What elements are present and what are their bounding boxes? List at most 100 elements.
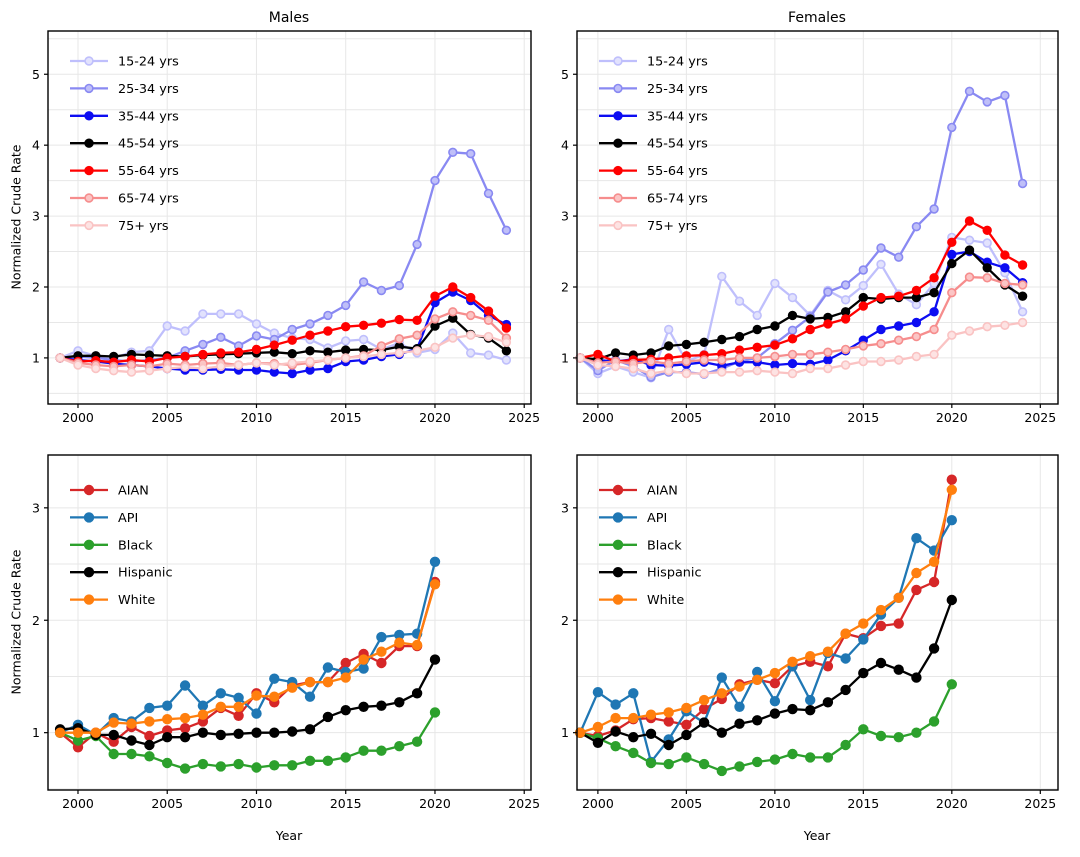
series-45-54-yrs xyxy=(575,245,1028,364)
svg-text:4: 4 xyxy=(32,138,40,153)
legend-label: Black xyxy=(647,538,682,553)
legend-label: 75+ yrs xyxy=(118,219,169,234)
legend: AIAN API Black Hispanic White xyxy=(70,484,173,608)
svg-text:2005: 2005 xyxy=(670,410,702,425)
series-75+-yrs xyxy=(575,317,1028,379)
svg-text:2005: 2005 xyxy=(151,410,183,425)
legend-label: 65-74 yrs xyxy=(647,192,708,207)
legend-label: White xyxy=(118,593,155,608)
axis-ticks: 2000 2005 2010 2015 2020 2025 1 2 3 4 5 xyxy=(32,67,540,425)
males-by-age-chart: 2000 2005 2010 2015 2020 2025 1 2 3 4 5 15-24 yrs 25… xyxy=(32,30,540,425)
svg-text:2: 2 xyxy=(561,279,569,294)
legend-label: 25-34 yrs xyxy=(647,82,708,97)
plot-frame xyxy=(576,454,1059,791)
svg-text:2010: 2010 xyxy=(759,410,791,425)
series-75+-yrs xyxy=(55,330,512,377)
svg-text:3: 3 xyxy=(561,500,569,515)
svg-text:2005: 2005 xyxy=(151,796,183,811)
series-black xyxy=(54,707,441,774)
svg-text:2025: 2025 xyxy=(508,410,540,425)
legend-label: Black xyxy=(118,538,153,553)
series-white xyxy=(54,579,441,738)
svg-text:2: 2 xyxy=(32,613,40,628)
legend-label: 35-44 yrs xyxy=(647,109,708,124)
svg-text:2015: 2015 xyxy=(847,796,879,811)
svg-text:2: 2 xyxy=(32,279,40,294)
svg-text:3: 3 xyxy=(32,500,40,515)
svg-text:5: 5 xyxy=(32,67,40,82)
plot-frame xyxy=(47,454,532,791)
svg-text:3: 3 xyxy=(32,209,40,224)
svg-text:4: 4 xyxy=(561,138,569,153)
svg-text:2015: 2015 xyxy=(847,410,879,425)
grid xyxy=(48,455,531,790)
svg-text:2010: 2010 xyxy=(759,796,791,811)
legend-label: White xyxy=(647,593,684,608)
svg-text:2020: 2020 xyxy=(936,410,968,425)
legend-label: 55-64 yrs xyxy=(647,164,708,179)
svg-text:2010: 2010 xyxy=(241,796,273,811)
series-api xyxy=(575,514,957,768)
legend-label: 65-74 yrs xyxy=(118,192,179,207)
axis-ticks: 2000 2005 2010 2015 2020 2025 1 2 3 xyxy=(32,500,540,811)
svg-text:2000: 2000 xyxy=(582,796,614,811)
legend-label: API xyxy=(118,511,138,526)
grid xyxy=(577,455,1058,790)
svg-text:1: 1 xyxy=(32,350,40,365)
legend-label: 55-64 yrs xyxy=(118,164,179,179)
legend-label: Hispanic xyxy=(118,566,173,581)
legend-label: 15-24 yrs xyxy=(647,55,708,70)
legend-label: Hispanic xyxy=(647,566,702,581)
svg-text:3: 3 xyxy=(561,209,569,224)
svg-text:1: 1 xyxy=(561,725,569,740)
svg-text:2020: 2020 xyxy=(936,796,968,811)
legend-label: 45-54 yrs xyxy=(647,137,708,152)
svg-text:2025: 2025 xyxy=(1024,796,1056,811)
axis-ticks: 2000 2005 2010 2015 2020 2025 1 2 3 xyxy=(561,500,1056,811)
axis-ticks: 2000 2005 2010 2015 2020 2025 1 2 3 4 5 xyxy=(561,67,1056,425)
svg-text:2025: 2025 xyxy=(508,796,540,811)
plot-frame xyxy=(576,30,1059,405)
legend: AIAN API Black Hispanic White xyxy=(599,484,702,608)
legend-label: 35-44 yrs xyxy=(118,109,179,124)
svg-text:2015: 2015 xyxy=(330,796,362,811)
x-axis-label-left: Year xyxy=(275,828,303,843)
series-white xyxy=(575,484,957,738)
svg-text:1: 1 xyxy=(561,350,569,365)
svg-text:2020: 2020 xyxy=(419,410,451,425)
series-35-44-yrs xyxy=(575,246,1028,371)
svg-text:2025: 2025 xyxy=(1024,410,1056,425)
series-45-54-yrs xyxy=(55,313,512,363)
legend-label: API xyxy=(647,511,667,526)
series-55-64-yrs xyxy=(55,282,512,367)
males-by-race-chart: 2000 2005 2010 2015 2020 2025 1 2 3 AIAN API Black H… xyxy=(32,454,540,811)
legend-label: AIAN xyxy=(647,484,678,499)
legend-label: 15-24 yrs xyxy=(118,55,179,70)
series-hispanic xyxy=(54,654,441,751)
title-males: Males xyxy=(268,10,310,26)
females-by-age-chart: 2000 2005 2010 2015 2020 2025 1 2 3 4 5 15-24 yrs 25… xyxy=(561,30,1059,425)
legend-label: 75+ yrs xyxy=(647,219,698,234)
svg-text:5: 5 xyxy=(561,67,569,82)
svg-text:2005: 2005 xyxy=(670,796,702,811)
series-hispanic xyxy=(575,594,957,751)
title-females: Females xyxy=(788,10,846,26)
svg-text:2000: 2000 xyxy=(62,796,94,811)
svg-text:2000: 2000 xyxy=(582,410,614,425)
svg-text:2010: 2010 xyxy=(241,410,273,425)
legend: 15-24 yrs 25-34 yrs 35-44 yrs 45-54 yrs 55-6… xyxy=(599,55,708,234)
x-axis-label-right: Year xyxy=(803,828,831,843)
svg-text:1: 1 xyxy=(32,725,40,740)
svg-text:2015: 2015 xyxy=(330,410,362,425)
legend-label: 25-34 yrs xyxy=(118,82,179,97)
svg-text:2020: 2020 xyxy=(419,796,451,811)
females-by-race-chart: 2000 2005 2010 2015 2020 2025 1 2 3 AIAN API Black H… xyxy=(561,454,1059,811)
legend-label: 45-54 yrs xyxy=(118,137,179,152)
svg-text:2: 2 xyxy=(561,613,569,628)
grid xyxy=(48,31,531,404)
legend: 15-24 yrs 25-34 yrs 35-44 yrs 45-54 yrs 55-6… xyxy=(70,55,179,234)
legend-label: AIAN xyxy=(118,484,149,499)
plot-frame xyxy=(47,30,532,405)
svg-text:2000: 2000 xyxy=(62,410,94,425)
